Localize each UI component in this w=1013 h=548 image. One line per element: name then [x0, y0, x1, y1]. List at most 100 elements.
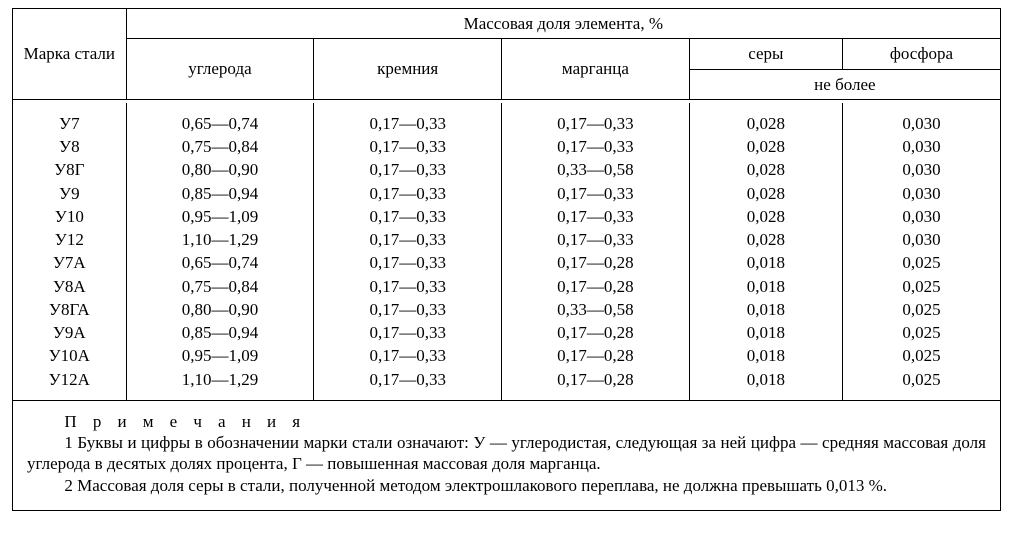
cell-grade: У8ГА — [13, 298, 127, 321]
cell-carbon: 0,65—0,74 — [126, 103, 314, 135]
notes-section: П р и м е ч а н и я 1 Буквы и цифры в об… — [13, 400, 1001, 510]
cell-sulfur: 0,018 — [689, 275, 842, 298]
cell-silicon: 0,17—0,33 — [314, 321, 502, 344]
cell-carbon: 0,95—1,09 — [126, 344, 314, 367]
table-row: У90,85—0,940,17—0,330,17—0,330,0280,030 — [13, 182, 1001, 205]
cell-manganese: 0,17—0,33 — [502, 228, 690, 251]
cell-phosphorus: 0,025 — [842, 275, 1000, 298]
table-row: У12А1,10—1,290,17—0,330,17—0,280,0180,02… — [13, 368, 1001, 401]
cell-phosphorus: 0,030 — [842, 103, 1000, 135]
cell-carbon: 0,80—0,90 — [126, 158, 314, 181]
cell-sulfur: 0,018 — [689, 344, 842, 367]
cell-phosphorus: 0,025 — [842, 298, 1000, 321]
cell-silicon: 0,17—0,33 — [314, 344, 502, 367]
col-header-carbon: углерода — [126, 39, 314, 100]
table-row: У8ГА0,80—0,900,17—0,330,33—0,580,0180,02… — [13, 298, 1001, 321]
col-header-not-more: не более — [689, 69, 1000, 99]
table-header: Марка стали Массовая доля элемента, % уг… — [13, 9, 1001, 100]
cell-carbon: 1,10—1,29 — [126, 228, 314, 251]
cell-carbon: 1,10—1,29 — [126, 368, 314, 401]
notes-item: 1 Буквы и цифры в обозначении марки стал… — [27, 432, 986, 475]
cell-manganese: 0,17—0,33 — [502, 135, 690, 158]
cell-sulfur: 0,028 — [689, 158, 842, 181]
cell-silicon: 0,17—0,33 — [314, 275, 502, 298]
cell-grade: У12А — [13, 368, 127, 401]
cell-phosphorus: 0,030 — [842, 182, 1000, 205]
table-row: У121,10—1,290,17—0,330,17—0,330,0280,030 — [13, 228, 1001, 251]
cell-phosphorus: 0,025 — [842, 321, 1000, 344]
table-row: У8Г0,80—0,900,17—0,330,33—0,580,0280,030 — [13, 158, 1001, 181]
cell-grade: У9А — [13, 321, 127, 344]
table-row: У70,65—0,740,17—0,330,17—0,330,0280,030 — [13, 103, 1001, 135]
cell-manganese: 0,17—0,28 — [502, 251, 690, 274]
cell-silicon: 0,17—0,33 — [314, 228, 502, 251]
cell-grade: У9 — [13, 182, 127, 205]
page: Марка стали Массовая доля элемента, % уг… — [0, 0, 1013, 548]
cell-grade: У8Г — [13, 158, 127, 181]
cell-manganese: 0,33—0,58 — [502, 298, 690, 321]
col-header-grade: Марка стали — [13, 9, 127, 100]
table-row: У80,75—0,840,17—0,330,17—0,330,0280,030 — [13, 135, 1001, 158]
cell-grade: У7 — [13, 103, 127, 135]
table-body: У70,65—0,740,17—0,330,17—0,330,0280,030У… — [13, 103, 1001, 401]
cell-manganese: 0,17—0,28 — [502, 275, 690, 298]
col-header-silicon: кремния — [314, 39, 502, 100]
cell-grade: У10 — [13, 205, 127, 228]
cell-carbon: 0,85—0,94 — [126, 182, 314, 205]
cell-sulfur: 0,028 — [689, 182, 842, 205]
cell-phosphorus: 0,030 — [842, 135, 1000, 158]
cell-silicon: 0,17—0,33 — [314, 368, 502, 401]
table-row: У8А0,75—0,840,17—0,330,17—0,280,0180,025 — [13, 275, 1001, 298]
cell-manganese: 0,17—0,33 — [502, 103, 690, 135]
col-header-manganese: марганца — [502, 39, 690, 100]
cell-grade: У10А — [13, 344, 127, 367]
cell-silicon: 0,17—0,33 — [314, 182, 502, 205]
cell-silicon: 0,17—0,33 — [314, 298, 502, 321]
cell-grade: У12 — [13, 228, 127, 251]
notes-item: 2 Массовая доля серы в стали, полученной… — [27, 475, 986, 496]
cell-silicon: 0,17—0,33 — [314, 103, 502, 135]
cell-phosphorus: 0,030 — [842, 205, 1000, 228]
cell-sulfur: 0,018 — [689, 251, 842, 274]
steel-table: Марка стали Массовая доля элемента, % уг… — [12, 8, 1001, 511]
cell-manganese: 0,17—0,28 — [502, 344, 690, 367]
cell-carbon: 0,80—0,90 — [126, 298, 314, 321]
cell-manganese: 0,17—0,28 — [502, 368, 690, 401]
col-header-mass-fraction: Массовая доля элемента, % — [126, 9, 1000, 39]
cell-sulfur: 0,018 — [689, 368, 842, 401]
cell-carbon: 0,85—0,94 — [126, 321, 314, 344]
cell-sulfur: 0,028 — [689, 135, 842, 158]
table-row: У100,95—1,090,17—0,330,17—0,330,0280,030 — [13, 205, 1001, 228]
cell-grade: У7А — [13, 251, 127, 274]
cell-phosphorus: 0,025 — [842, 344, 1000, 367]
cell-carbon: 0,75—0,84 — [126, 275, 314, 298]
cell-sulfur: 0,018 — [689, 298, 842, 321]
cell-carbon: 0,95—1,09 — [126, 205, 314, 228]
cell-phosphorus: 0,030 — [842, 158, 1000, 181]
cell-phosphorus: 0,030 — [842, 228, 1000, 251]
col-header-phosphorus: фосфора — [842, 39, 1000, 69]
cell-silicon: 0,17—0,33 — [314, 158, 502, 181]
cell-manganese: 0,17—0,33 — [502, 182, 690, 205]
cell-sulfur: 0,018 — [689, 321, 842, 344]
cell-sulfur: 0,028 — [689, 205, 842, 228]
table-row: У9А0,85—0,940,17—0,330,17—0,280,0180,025 — [13, 321, 1001, 344]
col-header-sulfur: серы — [689, 39, 842, 69]
cell-grade: У8А — [13, 275, 127, 298]
table-row: У7А0,65—0,740,17—0,330,17—0,280,0180,025 — [13, 251, 1001, 274]
table-row: У10А0,95—1,090,17—0,330,17—0,280,0180,02… — [13, 344, 1001, 367]
cell-silicon: 0,17—0,33 — [314, 135, 502, 158]
cell-sulfur: 0,028 — [689, 228, 842, 251]
cell-carbon: 0,65—0,74 — [126, 251, 314, 274]
cell-phosphorus: 0,025 — [842, 368, 1000, 401]
cell-manganese: 0,33—0,58 — [502, 158, 690, 181]
cell-grade: У8 — [13, 135, 127, 158]
cell-manganese: 0,17—0,28 — [502, 321, 690, 344]
cell-silicon: 0,17—0,33 — [314, 205, 502, 228]
cell-silicon: 0,17—0,33 — [314, 251, 502, 274]
notes-cell: П р и м е ч а н и я 1 Буквы и цифры в об… — [13, 400, 1001, 510]
cell-phosphorus: 0,025 — [842, 251, 1000, 274]
notes-heading: П р и м е ч а н и я — [27, 411, 986, 432]
cell-sulfur: 0,028 — [689, 103, 842, 135]
cell-manganese: 0,17—0,33 — [502, 205, 690, 228]
